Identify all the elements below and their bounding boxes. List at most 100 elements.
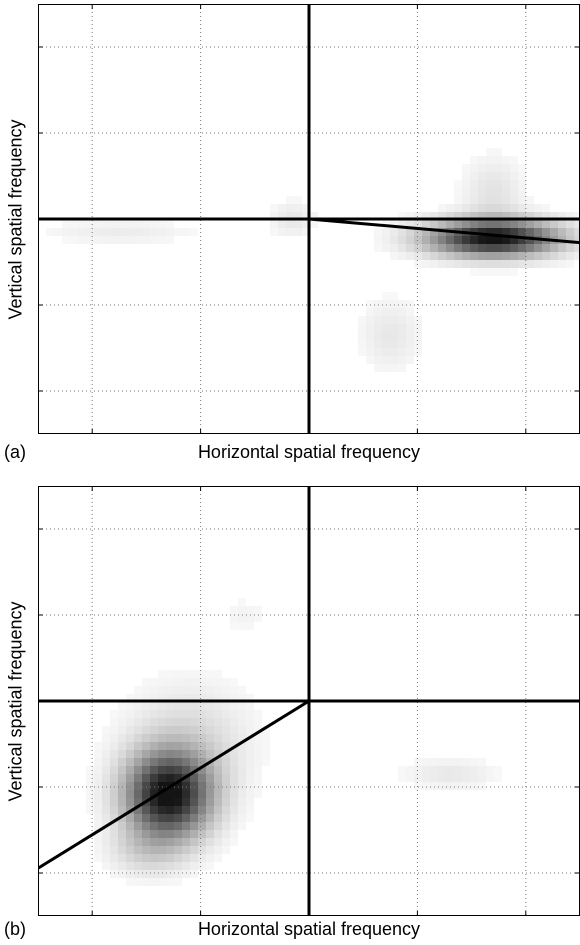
heatmap-cell xyxy=(526,220,534,228)
heatmap-cell xyxy=(438,252,446,260)
heatmap-cell xyxy=(214,806,222,814)
heatmap-cell xyxy=(190,838,198,846)
heatmap-cell xyxy=(126,830,134,838)
heatmap-cell xyxy=(158,838,166,846)
heatmap-cell xyxy=(190,694,198,702)
heatmap-cell xyxy=(510,188,518,196)
heatmap-cell xyxy=(166,854,174,862)
heatmap-cell xyxy=(294,228,302,236)
heatmap-cell xyxy=(206,670,214,678)
heatmap-cell xyxy=(422,774,430,782)
heatmap-cell xyxy=(454,758,462,766)
heatmap-cell xyxy=(534,244,542,252)
heatmap-cell xyxy=(486,228,494,236)
heatmap-cell xyxy=(526,196,534,204)
heatmap-cell xyxy=(118,718,126,726)
heatmap-cell xyxy=(158,734,166,742)
heatmap-cell xyxy=(382,316,390,324)
heatmap-cell xyxy=(182,228,190,236)
heatmap-cell xyxy=(422,782,430,790)
heatmap-cell xyxy=(142,782,150,790)
heatmap-cell xyxy=(566,244,574,252)
heatmap-cell xyxy=(566,236,574,244)
heatmap-cell xyxy=(230,726,238,734)
heatmap-cell xyxy=(86,790,94,798)
heatmap-cell xyxy=(174,694,182,702)
heatmap-cell xyxy=(230,830,238,838)
heatmap-cell xyxy=(166,686,174,694)
heatmap-cell xyxy=(94,228,102,236)
heatmap-cell xyxy=(406,356,414,364)
heatmap-cell xyxy=(86,806,94,814)
heatmap-cell xyxy=(166,806,174,814)
heatmap-cell xyxy=(166,766,174,774)
heatmap-cell xyxy=(486,164,494,172)
heatmap-cell xyxy=(462,260,470,268)
heatmap-cell xyxy=(158,814,166,822)
orientation-line xyxy=(308,217,580,245)
heatmap-cell xyxy=(254,606,262,614)
heatmap-cell xyxy=(110,774,118,782)
heatmap-cell xyxy=(214,734,222,742)
heatmap-cell xyxy=(246,742,254,750)
heatmap-cell xyxy=(134,228,142,236)
heatmap-cell xyxy=(486,774,494,782)
heatmap-cell xyxy=(414,340,422,348)
heatmap-cell xyxy=(110,782,118,790)
heatmap-cell xyxy=(214,702,222,710)
heatmap-cell xyxy=(494,204,502,212)
heatmap-cell xyxy=(430,260,438,268)
heatmap-cell xyxy=(454,260,462,268)
heatmap-cell xyxy=(150,726,158,734)
heatmap-cell xyxy=(486,268,494,276)
heatmap-cell xyxy=(166,830,174,838)
heatmap-cell xyxy=(190,228,198,236)
heatmap-cell xyxy=(206,734,214,742)
heatmap-cell xyxy=(110,790,118,798)
heatmap-cell xyxy=(214,718,222,726)
heatmap-cell xyxy=(150,702,158,710)
heatmap-cell xyxy=(166,814,174,822)
heatmap-cell xyxy=(182,790,190,798)
heatmap-cell xyxy=(150,774,158,782)
heatmap-cell xyxy=(254,734,262,742)
heatmap-cell xyxy=(534,252,542,260)
heatmap-cell xyxy=(110,854,118,862)
heatmap-cell xyxy=(158,670,166,678)
heatmap-cell xyxy=(302,204,310,212)
heatmap-cell xyxy=(230,678,238,686)
heatmap-cell xyxy=(142,228,150,236)
heatmap-cell xyxy=(102,742,110,750)
heatmap-cell xyxy=(126,878,134,886)
heatmap-cell xyxy=(550,220,558,228)
heatmap-cell xyxy=(158,782,166,790)
heatmap-cell xyxy=(430,774,438,782)
heatmap-cell xyxy=(382,236,390,244)
heatmap-cell xyxy=(470,766,478,774)
heatmap-cell xyxy=(222,774,230,782)
heatmap-cell xyxy=(478,782,486,790)
heatmap-cell xyxy=(510,156,518,164)
heatmap-cell xyxy=(126,228,134,236)
heatmap-cell xyxy=(230,606,238,614)
heatmap-cell xyxy=(494,172,502,180)
heatmap-cell xyxy=(270,204,278,212)
heatmap-cell xyxy=(198,758,206,766)
heatmap-cell xyxy=(94,830,102,838)
heatmap-cell xyxy=(246,614,254,622)
heatmap-cell xyxy=(438,260,446,268)
heatmap-cell xyxy=(414,316,422,324)
heatmap-cell xyxy=(494,212,502,220)
heatmap-cell xyxy=(374,316,382,324)
heatmap-cell xyxy=(550,212,558,220)
heatmap-cell xyxy=(382,364,390,372)
heatmap-cell xyxy=(126,798,134,806)
heatmap-cell xyxy=(134,870,142,878)
heatmap-cell xyxy=(494,220,502,228)
heatmap-cell xyxy=(558,244,566,252)
heatmap-cell xyxy=(230,686,238,694)
heatmap-cell xyxy=(390,316,398,324)
heatmap-cell xyxy=(118,790,126,798)
heatmap-cell xyxy=(182,686,190,694)
heatmap-cell xyxy=(422,758,430,766)
